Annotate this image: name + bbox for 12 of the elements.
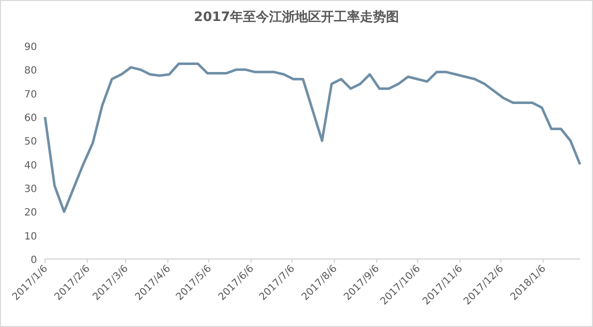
y-tick-label: 30 xyxy=(24,184,37,195)
y-tick-label: 70 xyxy=(24,89,37,100)
y-tick-label: 20 xyxy=(24,208,37,219)
line-series xyxy=(44,62,582,213)
y-tick-label: 60 xyxy=(24,113,37,124)
y-tick-label: 40 xyxy=(24,160,37,172)
y-tick-label: 80 xyxy=(24,66,37,77)
y-tick-label: 0 xyxy=(30,255,37,266)
y-tick-label: 10 xyxy=(24,231,37,242)
chart-title: 2017年至今江浙地区开工率走势图 xyxy=(194,9,400,25)
y-tick-label: 50 xyxy=(24,136,37,148)
y-tick-label: 90 xyxy=(24,42,37,53)
